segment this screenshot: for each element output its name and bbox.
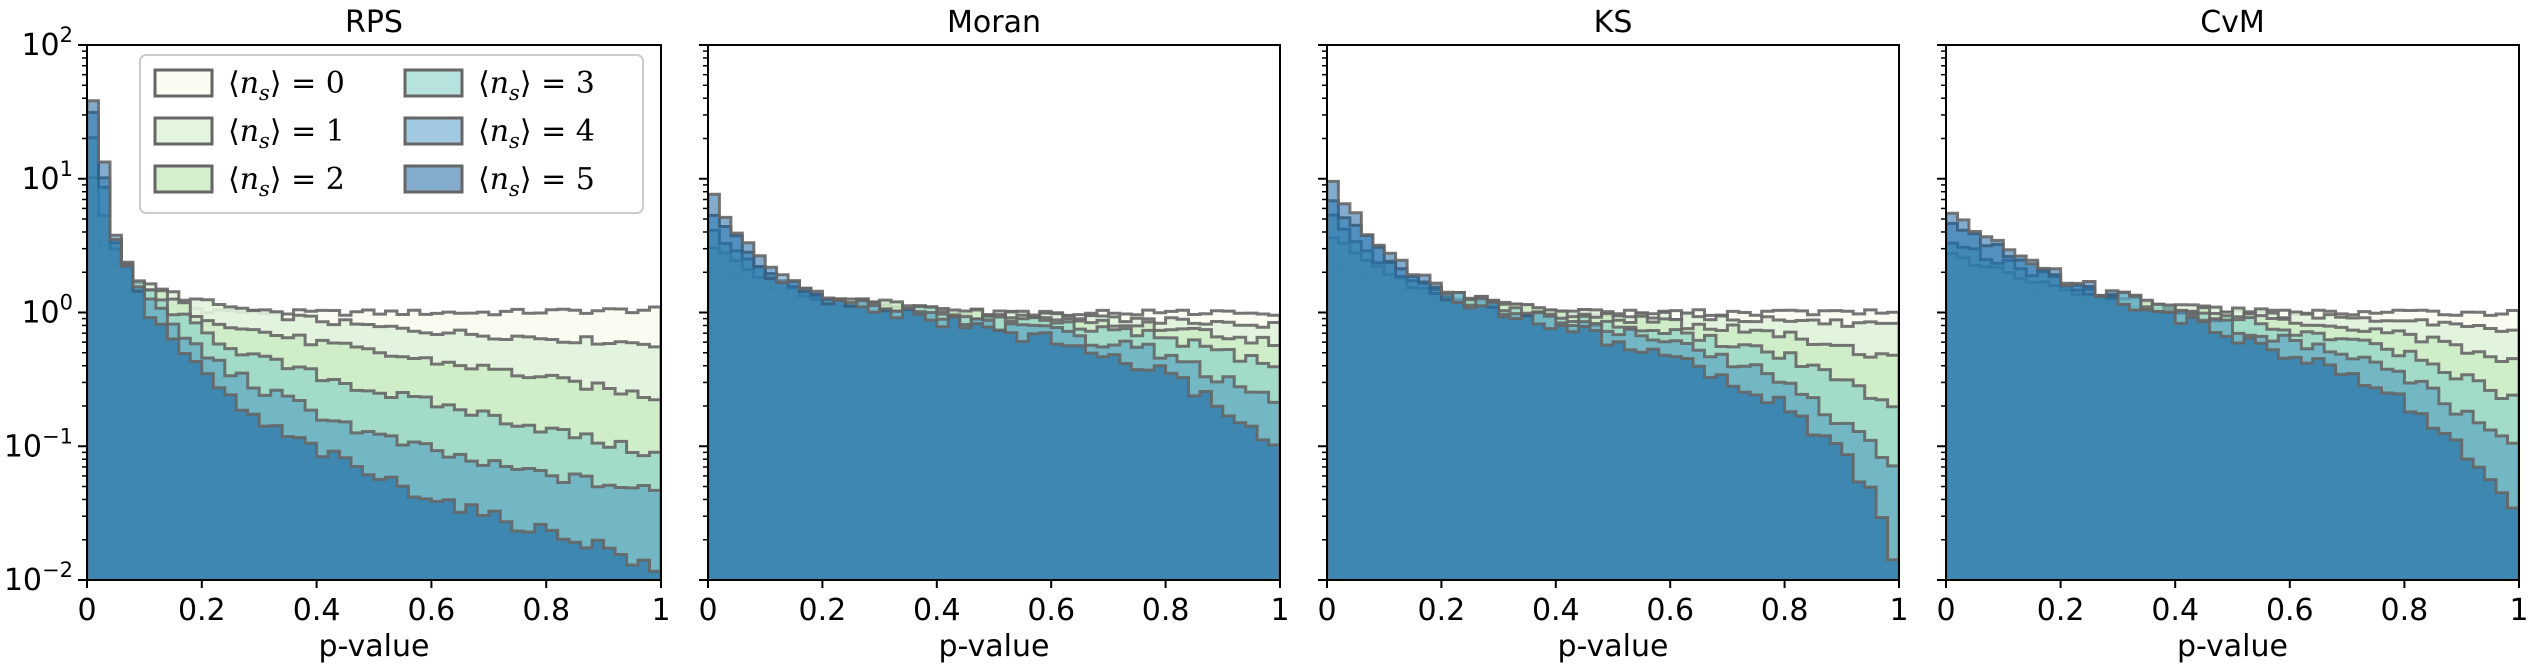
legend-swatch bbox=[403, 164, 464, 194]
x-axis-label: p-value bbox=[938, 629, 1049, 664]
legend-label: ⟨ns⟩ = 5 bbox=[478, 162, 595, 201]
x-tick-label: 1 bbox=[1270, 593, 1289, 628]
x-tick-label: 0.6 bbox=[408, 593, 456, 628]
panel-ks: 0 0.2 0.4 0.6 0.8 1 KS p-value bbox=[1317, 5, 1908, 664]
hist-fill-ns-5 bbox=[1946, 213, 2519, 580]
hist-edge-ns-2 bbox=[87, 176, 661, 580]
y-tick-label: 102 bbox=[21, 23, 73, 63]
x-tick-label: 0 bbox=[1936, 593, 1955, 628]
plot-area bbox=[1946, 211, 2519, 580]
x-axis-label: p-value bbox=[1557, 629, 1668, 664]
panel-cvm: 0 0.2 0.4 0.6 0.8 1 CvM p-value bbox=[1936, 5, 2528, 664]
legend-swatch bbox=[403, 116, 464, 146]
hist-fill-ns-5 bbox=[87, 100, 661, 580]
hist-edge-ns-5 bbox=[1946, 211, 2519, 580]
x-tick-label: 0.8 bbox=[2381, 593, 2429, 628]
x-tick-label: 0 bbox=[1317, 593, 1336, 628]
legend-swatch bbox=[153, 68, 214, 98]
hist-fill-ns-5 bbox=[1327, 181, 1899, 580]
x-tick-label: 0.8 bbox=[1761, 593, 1809, 628]
x-tick-label: 1 bbox=[2509, 593, 2528, 628]
x-tick-label: 0.6 bbox=[2266, 593, 2314, 628]
hist-edge-ns-4 bbox=[87, 110, 661, 580]
x-tick-label: 0.8 bbox=[1142, 593, 1190, 628]
y-tick-label: 101 bbox=[21, 157, 73, 197]
legend-swatch bbox=[153, 116, 214, 146]
x-tick-label: 0 bbox=[698, 593, 717, 628]
panel-title: CvM bbox=[2200, 5, 2265, 40]
x-tick-label: 0.2 bbox=[2037, 593, 2085, 628]
x-tick-label: 0.8 bbox=[522, 593, 570, 628]
hist-edge-ns-5 bbox=[708, 192, 1280, 580]
legend-label: ⟨ns⟩ = 1 bbox=[228, 114, 345, 153]
legend-swatch bbox=[153, 164, 214, 194]
x-tick-label: 0.4 bbox=[913, 593, 961, 628]
x-tick-label: 0.2 bbox=[1418, 593, 1466, 628]
panel-rps: 0 0.2 0.4 0.6 0.8 1 10−2 10−1 100 101 102 RPS p-valu… bbox=[4, 5, 671, 664]
y-tick-label: 10−1 bbox=[4, 424, 73, 464]
legend-label: ⟨ns⟩ = 2 bbox=[228, 162, 345, 201]
legend: ⟨ns⟩ = 0 ⟨ns⟩ = 1 ⟨ns⟩ = 2 ⟨ns⟩ = 3 ⟨ns⟩ = 4… bbox=[139, 54, 644, 214]
x-tick-label: 0.2 bbox=[799, 593, 847, 628]
hist-edge-ns-5 bbox=[87, 99, 661, 580]
x-axis-label: p-value bbox=[318, 629, 429, 664]
hist-edge-ns-3 bbox=[87, 136, 661, 580]
x-tick-label: 0.4 bbox=[1532, 593, 1580, 628]
panel-title: Moran bbox=[947, 5, 1041, 40]
panel-title: KS bbox=[1594, 5, 1633, 40]
x-tick-label: 0.2 bbox=[178, 593, 226, 628]
x-tick-label: 0.4 bbox=[2151, 593, 2199, 628]
y-tick-label: 100 bbox=[21, 291, 73, 331]
plot-area bbox=[708, 192, 1280, 580]
plot-area bbox=[1327, 179, 1899, 580]
hist-edge-ns-5 bbox=[1327, 179, 1899, 580]
x-tick-label: 0.4 bbox=[293, 593, 341, 628]
legend-label: ⟨ns⟩ = 3 bbox=[478, 66, 595, 105]
legend-label: ⟨ns⟩ = 4 bbox=[478, 114, 595, 153]
legend-label: ⟨ns⟩ = 0 bbox=[228, 66, 345, 105]
plot-area bbox=[87, 99, 661, 580]
x-tick-label: 0.6 bbox=[1646, 593, 1694, 628]
x-tick-label: 1 bbox=[1889, 593, 1908, 628]
panel-title: RPS bbox=[345, 5, 403, 40]
legend-box bbox=[139, 54, 644, 214]
x-tick-label: 0 bbox=[77, 593, 96, 628]
x-tick-label: 0.6 bbox=[1027, 593, 1075, 628]
panel-moran: 0 0.2 0.4 0.6 0.8 1 Moran p-value bbox=[698, 5, 1289, 664]
x-axis-label: p-value bbox=[2177, 629, 2288, 664]
y-tick-label: 10−2 bbox=[4, 558, 73, 598]
hist-fill-ns-5 bbox=[708, 194, 1280, 580]
x-tick-label: 1 bbox=[651, 593, 670, 628]
legend-swatch bbox=[403, 68, 464, 98]
